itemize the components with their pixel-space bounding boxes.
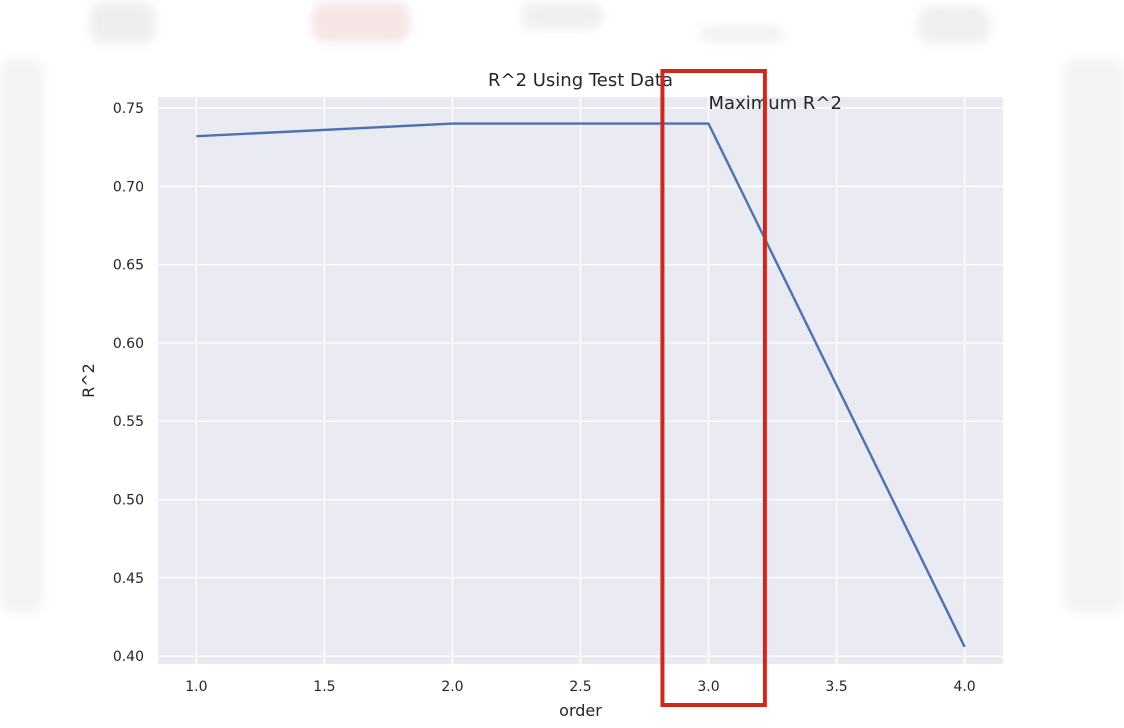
x-tick-label: 3.0 [697, 679, 719, 695]
y-tick-label: 0.50 [113, 493, 144, 509]
y-tick-label: 0.45 [113, 571, 144, 587]
x-tick-label: 1.5 [313, 679, 335, 695]
x-tick-label: 2.0 [441, 679, 463, 695]
y-tick-label: 0.70 [113, 179, 144, 195]
chart-title: R^2 Using Test Data [488, 70, 673, 91]
background-toolbar-item [312, 2, 410, 42]
y-axis-label: R^2 [79, 363, 98, 398]
background-toolbar-item [90, 2, 156, 44]
highlight-box [660, 69, 767, 707]
annotation-maximum-r2: Maximum R^2 [709, 93, 842, 114]
x-tick-label: 1.0 [185, 679, 207, 695]
background-toolbar-item [918, 6, 990, 44]
x-tick-label: 3.5 [825, 679, 847, 695]
y-axis-ticks: 0.40 0.45 0.50 0.55 0.60 0.65 0.70 0.75 [113, 101, 144, 665]
y-tick-label: 0.55 [113, 414, 144, 430]
series-layer [196, 122, 966, 648]
y-tick-label: 0.60 [113, 336, 144, 352]
background-panel-right [1064, 58, 1124, 613]
background-toolbar-item [520, 2, 604, 30]
background-toolbar-item [700, 26, 784, 42]
x-tick-label: 4.0 [953, 679, 975, 695]
background-panel-left [0, 58, 44, 613]
series-line [196, 122, 966, 648]
x-axis-label: order [559, 701, 602, 720]
x-tick-label: 2.5 [569, 679, 591, 695]
grid-lines [158, 97, 1003, 664]
y-tick-label: 0.40 [113, 649, 144, 665]
y-tick-label: 0.75 [113, 101, 144, 117]
x-axis-ticks: 1.0 1.5 2.0 2.5 3.0 3.5 4.0 [185, 679, 975, 695]
y-tick-label: 0.65 [113, 258, 144, 274]
